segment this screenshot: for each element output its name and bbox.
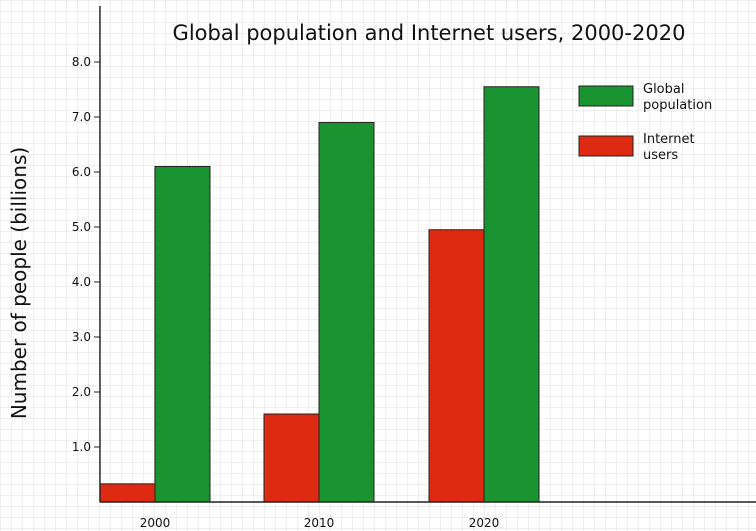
y-tick-label: 6.0 <box>72 165 91 179</box>
legend-swatch <box>578 135 634 157</box>
bar-internet-users-2020 <box>428 229 485 503</box>
y-tick-label: 7.0 <box>72 110 91 124</box>
legend-label: population <box>643 98 712 113</box>
x-tick-label: 2000 <box>140 516 171 530</box>
y-tick-label: 2.0 <box>72 385 91 399</box>
chart-title: Global population and Internet users, 20… <box>173 21 686 45</box>
legend-label: Internet <box>643 132 695 147</box>
bar-global-population-2020 <box>483 86 540 503</box>
x-tick-label: 2020 <box>469 516 500 530</box>
y-tick-label: 8.0 <box>72 55 91 69</box>
legend-label: users <box>643 148 678 163</box>
legend-label: Global <box>643 82 684 97</box>
bar-global-population-2010 <box>318 122 375 503</box>
y-tick-label: 1.0 <box>72 440 91 454</box>
x-tick-label: 2010 <box>304 516 335 530</box>
bar-internet-users-2010 <box>263 413 320 503</box>
bars <box>99 86 540 503</box>
bar-internet-users-2000 <box>99 483 156 503</box>
bar-global-population-2000 <box>154 166 211 503</box>
y-axis-ticks: 1.0 2.0 3.0 4.0 5.0 6.0 7.0 8.0 <box>72 55 100 454</box>
x-axis-ticks: 2000 2010 2020 <box>140 516 500 530</box>
y-tick-label: 3.0 <box>72 330 91 344</box>
legend-swatch <box>578 85 634 107</box>
y-tick-label: 4.0 <box>72 275 91 289</box>
y-axis-label: Number of people (billions) <box>7 147 31 419</box>
y-tick-label: 5.0 <box>72 220 91 234</box>
